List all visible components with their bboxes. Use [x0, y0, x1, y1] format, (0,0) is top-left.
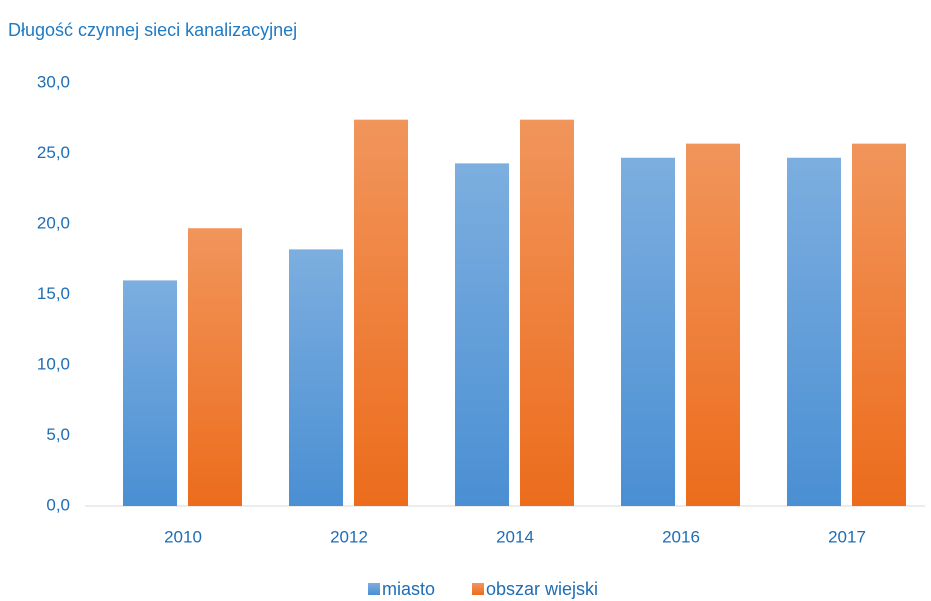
bar [787, 157, 841, 507]
y-tick-label: 20,0 [37, 213, 70, 232]
y-tick-label: 10,0 [37, 354, 70, 373]
y-tick-label: 25,0 [37, 143, 70, 162]
legend-label: obszar wiejski [486, 579, 598, 599]
x-tick-label: 2012 [330, 527, 368, 546]
x-tick-label: 2014 [496, 527, 534, 546]
bar [354, 119, 408, 506]
y-tick-label: 15,0 [37, 284, 70, 303]
bar [188, 228, 242, 507]
y-tick-label: 30,0 [37, 72, 70, 91]
y-tick-label: 0,0 [46, 495, 70, 514]
legend-label: miasto [382, 579, 435, 599]
bar [686, 143, 740, 506]
bar [852, 143, 906, 506]
chart-title: Długość czynnej sieci kanalizacyjnej [8, 20, 297, 40]
bar [621, 157, 675, 507]
x-tick-label: 2010 [164, 527, 202, 546]
bar [289, 249, 343, 506]
x-tick-label: 2016 [662, 527, 700, 546]
legend-swatch [472, 583, 484, 595]
bar [455, 163, 509, 506]
bar [520, 119, 574, 506]
legend-swatch [368, 583, 380, 595]
y-tick-label: 5,0 [46, 425, 70, 444]
x-tick-label: 2017 [828, 527, 866, 546]
bar [123, 280, 177, 506]
